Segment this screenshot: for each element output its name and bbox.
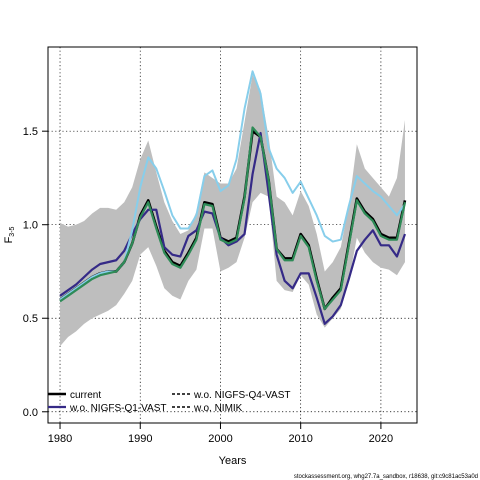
y-axis-label-main: F: [3, 236, 15, 243]
legend: current w.o. NIGFS-Q1-VAST w.o. NIGFS-Q4-V…: [48, 390, 291, 414]
series-layer: [59, 70, 407, 325]
x-tick-label-2: 2000: [208, 433, 232, 445]
y-tick-label-2: 1.0: [23, 220, 38, 232]
legend-item-wo-nigfs-q1-vast-label: w.o. NIGFS-Q1-VAST: [69, 403, 167, 414]
legend-item-wo-nimik-label: w.o. NIMIK: [193, 403, 243, 414]
legend-item-wo-nigfs-q4-vast: w.o. NIGFS-Q4-VAST: [172, 390, 291, 401]
y-tick-label-0: 0.0: [23, 407, 38, 419]
legend-item-wo-nigfs-q1-vast: w.o. NIGFS-Q1-VAST: [48, 403, 167, 414]
plot-frame: [47, 46, 418, 424]
legend-item-current-label: current: [70, 390, 101, 401]
series-wo-nigfs-q1-vast: [59, 131, 407, 325]
y-axis-label-subscript: 3-5: [9, 226, 16, 236]
x-tick-label-0: 1980: [48, 433, 72, 445]
x-tick-label-1: 1990: [128, 433, 152, 445]
y-tick-label-3: 1.5: [23, 126, 38, 138]
confidence-band: [60, 75, 405, 347]
legend-item-wo-nimik: w.o. NIMIK: [172, 403, 243, 414]
x-axis-label: Years: [219, 455, 247, 467]
y-axis-label: F3-5: [3, 226, 16, 243]
legend-item-current: current: [48, 390, 101, 401]
x-tick-label-3: 2010: [288, 433, 312, 445]
y-tick-label-1: 0.5: [23, 313, 38, 325]
x-tick-label-4: 2020: [369, 433, 393, 445]
axis-layer: 1980 1990 2000 2010 2020 0.0 0.5 1.0 1.5: [23, 126, 393, 445]
series-wo-nimik: [59, 126, 407, 310]
legend-item-wo-nigfs-q4-vast-label: w.o. NIGFS-Q4-VAST: [193, 390, 291, 401]
footer-credit: stockassessment.org, whg27.7a_sandbox, r…: [294, 474, 478, 480]
confidence-band-layer: [60, 75, 405, 347]
